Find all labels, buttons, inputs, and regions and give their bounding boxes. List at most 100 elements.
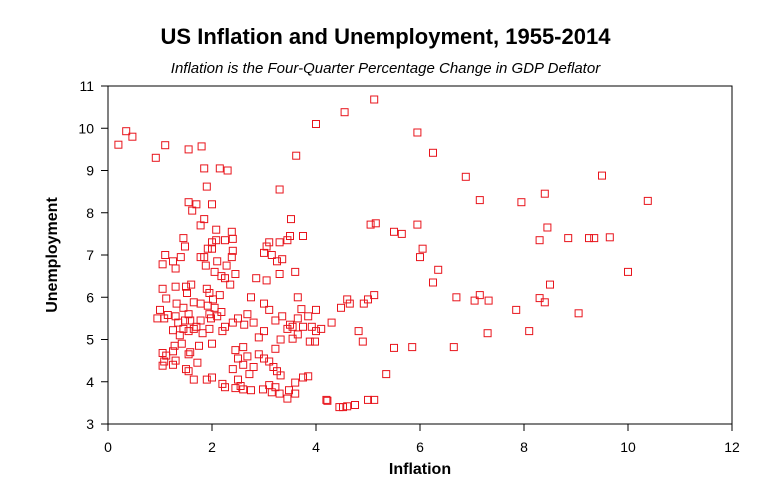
data-point (189, 375, 198, 384)
data-point (624, 267, 632, 276)
data-point (184, 310, 193, 319)
data-point (359, 299, 368, 308)
data-point (222, 261, 231, 270)
data-point (202, 375, 211, 384)
data-point (260, 327, 268, 336)
data-point (275, 270, 284, 278)
data-point (434, 265, 443, 274)
data-point (205, 310, 214, 319)
data-point (162, 294, 171, 303)
data-point (200, 164, 209, 173)
data-point (176, 253, 185, 262)
data-point (283, 236, 292, 245)
data-point (247, 386, 255, 395)
data-point (249, 318, 258, 327)
data-point (371, 219, 380, 228)
x-tick-label: 8 (520, 439, 528, 455)
data-point (413, 220, 422, 229)
data-point (128, 132, 137, 141)
data-point (304, 372, 313, 381)
data-point (297, 305, 306, 314)
data-point (416, 253, 424, 262)
data-point (231, 346, 240, 355)
data-point (288, 334, 297, 343)
data-point (228, 246, 237, 255)
data-point (158, 284, 167, 293)
data-point (153, 314, 162, 323)
data-point (259, 385, 267, 394)
y-tick-label: 11 (79, 78, 94, 94)
y-tick-label: 6 (86, 289, 94, 305)
data-point (184, 367, 193, 376)
data-point (343, 402, 352, 411)
data-point (275, 238, 284, 247)
data-point (122, 127, 131, 136)
data-point (271, 316, 280, 325)
data-point (193, 358, 202, 367)
data-point (254, 350, 263, 359)
data-point (177, 339, 186, 348)
data-point (196, 221, 205, 230)
data-point (322, 395, 331, 404)
x-tick-label: 2 (208, 439, 216, 455)
data-point (291, 378, 300, 387)
data-point (221, 322, 229, 331)
data-point (260, 248, 268, 257)
data-point (217, 308, 226, 316)
data-point (317, 324, 326, 333)
data-point (169, 347, 177, 356)
data-point (210, 267, 219, 276)
data-point (201, 261, 210, 270)
data-point (252, 274, 261, 283)
data-point (197, 142, 206, 151)
data-point (265, 305, 274, 314)
data-point (184, 350, 193, 359)
data-point (283, 324, 292, 333)
data-point (215, 164, 224, 173)
y-tick-label: 9 (86, 163, 94, 179)
data-point (208, 238, 216, 247)
data-point (452, 293, 461, 302)
data-point (525, 327, 534, 336)
data-point (221, 236, 229, 245)
data-point (161, 251, 170, 259)
data-point (345, 299, 354, 308)
y-tick-label: 3 (86, 416, 94, 432)
data-point (203, 244, 212, 253)
data-point (200, 253, 209, 262)
data-point (245, 370, 254, 379)
data-point (413, 128, 422, 137)
data-point (213, 312, 222, 321)
data-point (183, 289, 191, 297)
data-point (215, 291, 224, 300)
x-axis-title: Inflation (389, 461, 451, 478)
data-point (189, 324, 198, 333)
data-point (234, 314, 242, 323)
data-point (192, 200, 201, 209)
data-point (354, 327, 363, 336)
data-point (276, 335, 285, 344)
data-point (312, 305, 320, 314)
data-point (158, 260, 167, 269)
data-point (212, 225, 221, 234)
data-point (202, 284, 211, 293)
data-point (231, 270, 240, 278)
data-point (390, 343, 398, 352)
data-point (397, 229, 406, 238)
data-point (196, 316, 205, 325)
data-point (186, 316, 195, 325)
data-point (291, 389, 300, 398)
x-tick-label: 10 (620, 439, 636, 455)
plot-area-frame (107, 85, 733, 425)
data-point (208, 339, 216, 348)
data-point (351, 401, 359, 409)
data-point (312, 120, 320, 128)
data-point (254, 333, 263, 342)
data-point (643, 196, 652, 205)
data-point (227, 227, 236, 236)
data-point (169, 257, 177, 266)
data-point (186, 348, 195, 357)
y-tick-label: 4 (86, 374, 94, 390)
data-point (202, 182, 211, 191)
data-point (223, 166, 232, 175)
